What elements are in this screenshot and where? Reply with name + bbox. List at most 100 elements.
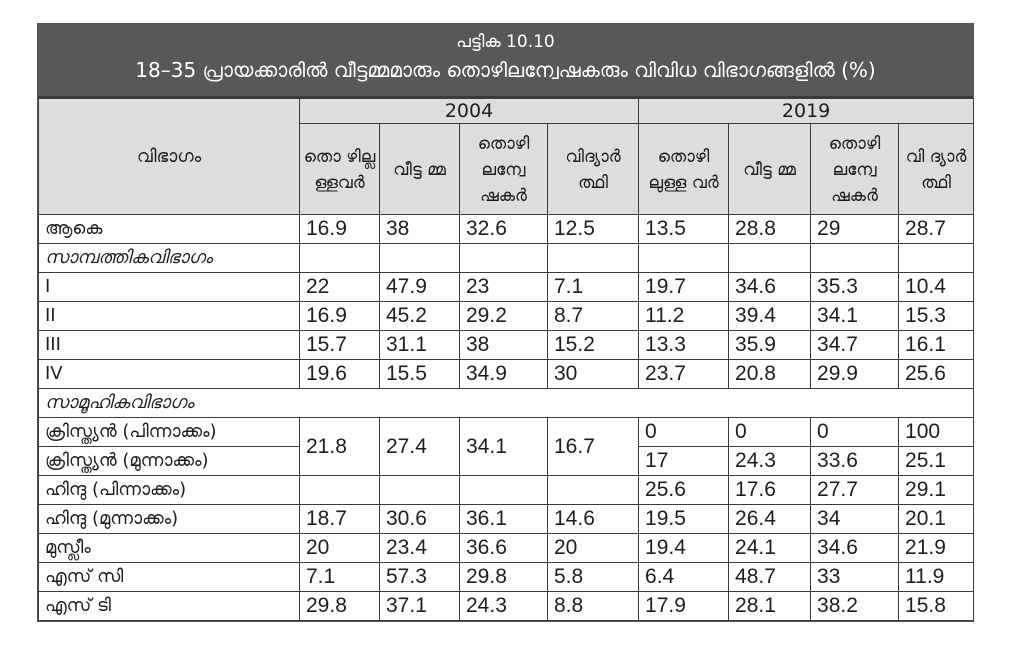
cell: 38 (459, 330, 548, 360)
cell: 38.2 (810, 591, 900, 621)
col-2004-jobseeker: തൊഴി ലന്വേ ഷകർ (459, 123, 548, 215)
cell: 22 (299, 272, 380, 302)
cell: 11.2 (638, 301, 730, 331)
empty-cell (299, 243, 380, 273)
cell: 37.1 (379, 591, 460, 621)
cell: 15.3 (898, 301, 975, 331)
cell: 16.9 (299, 301, 380, 331)
cell: 13.5 (638, 214, 730, 244)
cell: 29 (810, 214, 900, 244)
cell: 8.7 (546, 301, 640, 331)
merged-cell: 27.4 (379, 417, 460, 476)
cell: 19.7 (638, 272, 730, 302)
cell: 21.9 (898, 533, 975, 563)
row-label: ആകെ (38, 214, 300, 244)
section-row-economic: സാമ്പത്തികവിഭാഗം (38, 243, 975, 273)
cell: 5.8 (546, 562, 640, 592)
table-row: IV 19.6 15.5 34.9 30 23.7 20.8 29.9 25.6 (38, 359, 975, 389)
cell: 20 (546, 533, 640, 563)
cell: 15.5 (379, 359, 460, 389)
cell: 27.7 (810, 475, 900, 505)
cell: 13.3 (638, 330, 730, 360)
cell: 29.8 (459, 562, 548, 592)
cell: 17.6 (728, 475, 812, 505)
table-row: ഹിന്ദു (മുന്നാക്കം) 18.7 30.6 36.1 14.6 … (38, 504, 975, 534)
cell: 30.6 (379, 504, 460, 534)
empty-cell (299, 475, 380, 505)
cell: 10.4 (898, 272, 975, 302)
cell: 29.1 (898, 475, 975, 505)
row-label: ക്രിസ്ത്യൻ (പിന്നാക്കം) (38, 417, 300, 447)
cell: 17.9 (638, 591, 730, 621)
cell: 34.7 (810, 330, 900, 360)
cell: 29.2 (459, 301, 548, 331)
col-2004-housewife: വീട്ട മ്മ (379, 123, 460, 215)
cell: 0 (638, 417, 730, 447)
section-heading-economic: സാമ്പത്തികവിഭാഗം (38, 243, 300, 273)
cell: 35.3 (810, 272, 900, 302)
cell: 29.8 (299, 591, 380, 621)
cell: 36.1 (459, 504, 548, 534)
cell: 24.3 (459, 591, 548, 621)
cell: 15.7 (299, 330, 380, 360)
cell: 16.1 (898, 330, 975, 360)
table-row: മുസ്ലീം 20 23.4 36.6 20 19.4 24.1 34.6 2… (38, 533, 975, 563)
empty-cell (728, 243, 812, 273)
cell: 0 (728, 417, 812, 447)
cell: 19.5 (638, 504, 730, 534)
year-header-2019: 2019 (638, 98, 975, 124)
empty-cell (379, 475, 460, 505)
cell: 24.1 (728, 533, 812, 563)
col-2019-jobseeker: തൊഴി ലന്വേ ഷകർ (810, 123, 900, 215)
col-2019-housewife: വീട്ട മ്മ (728, 123, 812, 215)
cell: 39.4 (728, 301, 812, 331)
data-table: വിഭാഗം 2004 2019 തൊ ഴില്ല ള്ളവർ വീട്ട മ്… (37, 98, 975, 621)
col-2019-student: വി ദ്യാർ ത്ഥി (898, 123, 975, 215)
cell: 14.6 (546, 504, 640, 534)
cell: 34 (810, 504, 900, 534)
cell: 34.9 (459, 359, 548, 389)
cell: 28.1 (728, 591, 812, 621)
table-row-total: ആകെ 16.9 38 32.6 12.5 13.5 28.8 29 28.7 (38, 214, 975, 244)
row-label: II (38, 301, 300, 331)
col-2019-employed: തൊഴി ലുള്ള വർ (638, 123, 730, 215)
cell: 33.6 (810, 446, 900, 476)
row-label: ഹിന്ദു (മുന്നാക്കം) (38, 504, 300, 534)
col-2004-employed: തൊ ഴില്ല ള്ളവർ (299, 123, 380, 215)
cell: 0 (810, 417, 900, 447)
merged-cell: 21.8 (299, 417, 380, 476)
cell: 57.3 (379, 562, 460, 592)
section-row-social: സാമൂഹികവിഭാഗം (37, 388, 975, 418)
cell: 23.7 (638, 359, 730, 389)
cell: 19.6 (299, 359, 380, 389)
cell: 36.6 (459, 533, 548, 563)
cell: 29.9 (810, 359, 900, 389)
cell: 25.6 (638, 475, 730, 505)
cell: 20.8 (728, 359, 812, 389)
cell: 15.8 (898, 591, 975, 621)
cell: 18.7 (299, 504, 380, 534)
cell: 34.6 (728, 272, 812, 302)
cell: 23 (459, 272, 548, 302)
cell: 24.3 (728, 446, 812, 476)
cell: 7.1 (299, 562, 380, 592)
row-label: IV (38, 359, 300, 389)
cell: 32.6 (459, 214, 548, 244)
cell: 12.5 (546, 214, 640, 244)
row-label: എസ് ടി (38, 591, 300, 621)
cell: 17 (638, 446, 730, 476)
row-label: എസ് സി (38, 562, 300, 592)
table-number: പട്ടിക 10.10 (456, 32, 555, 52)
merged-cell: 16.7 (546, 417, 640, 476)
cell: 34.1 (810, 301, 900, 331)
cell: 34.6 (810, 533, 900, 563)
cell: 20 (299, 533, 380, 563)
cell: 26.4 (728, 504, 812, 534)
cell: 38 (379, 214, 460, 244)
cell: 25.6 (898, 359, 975, 389)
cell: 33 (810, 562, 900, 592)
table-row: I 22 47.9 23 7.1 19.7 34.6 35.3 10.4 (38, 272, 975, 302)
table-row-christian-forward: ക്രിസ്ത്യൻ (മുന്നാക്കം) 17 24.3 33.6 25.… (38, 446, 975, 476)
table-caption: 18–35 പ്രായക്കാരിൽ വീട്ടമ്മമാരും തൊഴിലന്… (135, 58, 876, 82)
cell: 15.2 (546, 330, 640, 360)
